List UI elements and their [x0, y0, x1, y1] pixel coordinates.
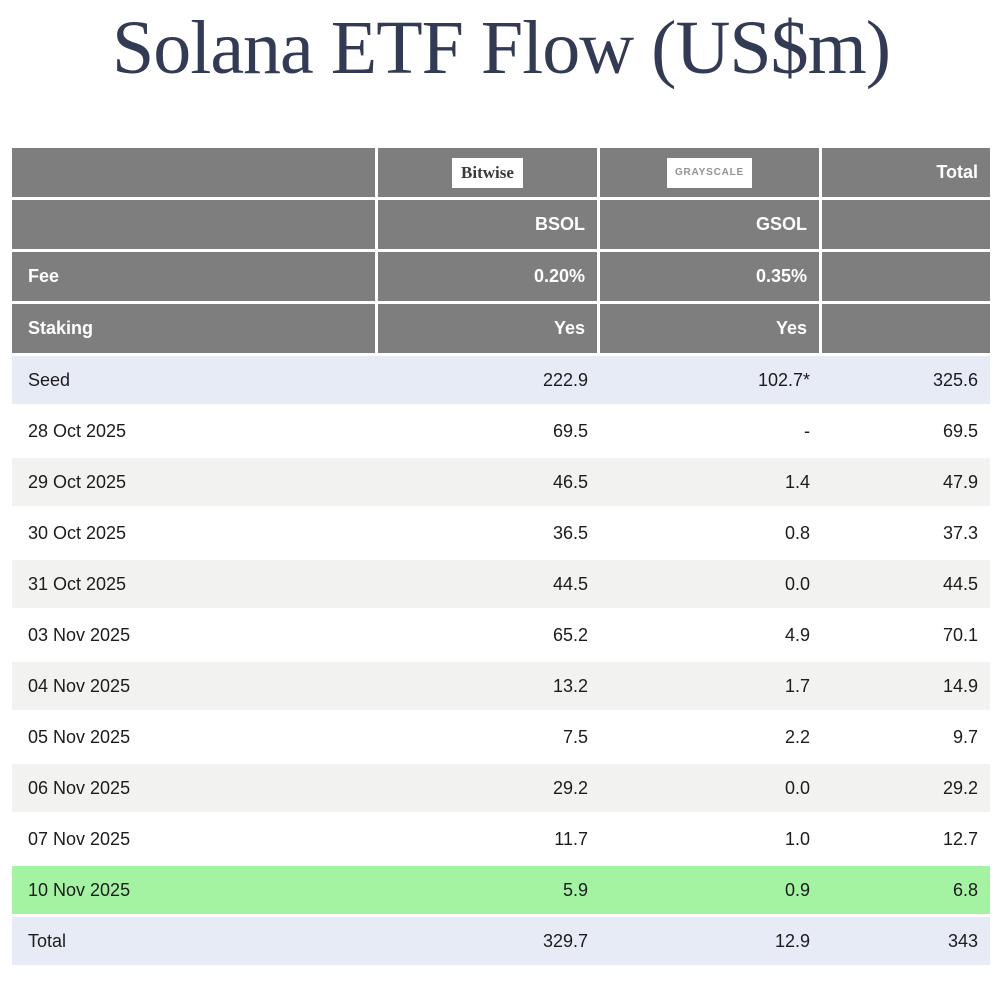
- total-value: 37.3: [822, 509, 990, 561]
- header-row-logos: Bitwise GRAYSCALE Total: [12, 148, 990, 201]
- total-value: 44.5: [822, 560, 990, 612]
- gsol-value: 4.9: [600, 611, 822, 663]
- gsol-value: 1.0: [600, 815, 822, 867]
- gsol-fee-value: 0.35%: [600, 252, 822, 305]
- bsol-fee-value: 0.20%: [378, 252, 600, 305]
- table-row: 03 Nov 2025 65.2 4.9 70.1: [12, 611, 990, 663]
- bsol-value: 222.9: [378, 356, 600, 408]
- bsol-value: 46.5: [378, 458, 600, 510]
- row-label: 28 Oct 2025: [12, 407, 378, 459]
- table-row: 10 Nov 2025 5.9 0.9 6.8: [12, 866, 990, 918]
- gsol-value: 0.0: [600, 764, 822, 816]
- bsol-ticker-label: BSOL: [378, 200, 600, 253]
- row-label: 10 Nov 2025: [12, 866, 378, 918]
- header-empty-cell: [822, 200, 990, 253]
- bsol-value: 13.2: [378, 662, 600, 714]
- gsol-staking-value: Yes: [600, 304, 822, 357]
- bsol-value: 329.7: [378, 917, 600, 966]
- page-title: Solana ETF Flow (US$m): [111, 6, 891, 90]
- bsol-value: 29.2: [378, 764, 600, 816]
- table-row: 31 Oct 2025 44.5 0.0 44.5: [12, 560, 990, 612]
- grayscale-header-cell: GRAYSCALE: [600, 148, 822, 201]
- header-empty-cell: [822, 252, 990, 305]
- bitwise-logo: Bitwise: [452, 157, 523, 188]
- etf-flow-table: Bitwise GRAYSCALE Total BSOL GSOL Fee 0.…: [12, 148, 990, 966]
- row-label: 03 Nov 2025: [12, 611, 378, 663]
- table-body: Seed 222.9 102.7* 325.6 28 Oct 2025 69.5-69.5…: [12, 356, 990, 966]
- total-column-header: Total: [822, 148, 990, 201]
- table-row: Seed 222.9 102.7* 325.6: [12, 356, 990, 408]
- gsol-value: 12.9: [600, 917, 822, 966]
- row-label: 07 Nov 2025: [12, 815, 378, 867]
- total-value: 29.2: [822, 764, 990, 816]
- table-row: 07 Nov 2025 11.7 1.0 12.7: [12, 815, 990, 867]
- header-empty-cell: [12, 148, 378, 201]
- bsol-staking-value: Yes: [378, 304, 600, 357]
- row-label: 06 Nov 2025: [12, 764, 378, 816]
- table-header: Bitwise GRAYSCALE Total BSOL GSOL Fee 0.…: [12, 148, 990, 357]
- staking-row-label: Staking: [12, 304, 378, 357]
- total-value: 69.5: [822, 407, 990, 459]
- bsol-value: 44.5: [378, 560, 600, 612]
- total-value: 343: [822, 917, 990, 966]
- fee-row-label: Fee: [12, 252, 378, 305]
- header-row-fee: Fee 0.20% 0.35%: [12, 252, 990, 305]
- table-row: 05 Nov 2025 7.5 2.2 9.7: [12, 713, 990, 765]
- gsol-value: 0.0: [600, 560, 822, 612]
- grayscale-logo: GRAYSCALE: [666, 157, 753, 188]
- gsol-value: 102.7*: [600, 356, 822, 408]
- table-row: 30 Oct 2025 36.5 0.8 37.3: [12, 509, 990, 561]
- bsol-value: 69.5: [378, 407, 600, 459]
- header-empty-cell: [12, 200, 378, 253]
- gsol-value: 2.2: [600, 713, 822, 765]
- gsol-ticker-label: GSOL: [600, 200, 822, 253]
- row-label: 05 Nov 2025: [12, 713, 378, 765]
- bsol-value: 36.5: [378, 509, 600, 561]
- row-label: Total: [12, 917, 378, 966]
- gsol-value: 0.9: [600, 866, 822, 918]
- table-row: 28 Oct 2025 69.5-69.5: [12, 407, 990, 459]
- total-value: 47.9: [822, 458, 990, 510]
- header-empty-cell: [822, 304, 990, 357]
- bsol-value: 5.9: [378, 866, 600, 918]
- row-label: 29 Oct 2025: [12, 458, 378, 510]
- gsol-value: -: [600, 407, 822, 459]
- table-row: 04 Nov 2025 13.2 1.7 14.9: [12, 662, 990, 714]
- row-label: Seed: [12, 356, 378, 408]
- table-row: 06 Nov 2025 29.2 0.0 29.2: [12, 764, 990, 816]
- table-row: Total 329.7 12.9 343: [12, 917, 990, 966]
- total-value: 14.9: [822, 662, 990, 714]
- bitwise-header-cell: Bitwise: [378, 148, 600, 201]
- total-value: 9.7: [822, 713, 990, 765]
- total-value: 12.7: [822, 815, 990, 867]
- gsol-value: 1.4: [600, 458, 822, 510]
- total-value: 70.1: [822, 611, 990, 663]
- gsol-value: 0.8: [600, 509, 822, 561]
- row-label: 04 Nov 2025: [12, 662, 378, 714]
- header-row-tickers: BSOL GSOL: [12, 200, 990, 253]
- bsol-value: 11.7: [378, 815, 600, 867]
- bsol-value: 65.2: [378, 611, 600, 663]
- table-row: 29 Oct 2025 46.5 1.4 47.9: [12, 458, 990, 510]
- row-label: 31 Oct 2025: [12, 560, 378, 612]
- row-label: 30 Oct 2025: [12, 509, 378, 561]
- total-value: 6.8: [822, 866, 990, 918]
- header-row-staking: Staking Yes Yes: [12, 304, 990, 357]
- gsol-value: 1.7: [600, 662, 822, 714]
- bsol-value: 7.5: [378, 713, 600, 765]
- total-value: 325.6: [822, 356, 990, 408]
